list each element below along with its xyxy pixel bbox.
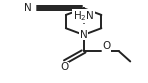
- Text: O: O: [60, 62, 69, 72]
- Text: H$_2$N: H$_2$N: [73, 9, 94, 23]
- Text: N: N: [24, 3, 32, 13]
- Text: O: O: [102, 41, 110, 51]
- Text: N: N: [80, 30, 87, 40]
